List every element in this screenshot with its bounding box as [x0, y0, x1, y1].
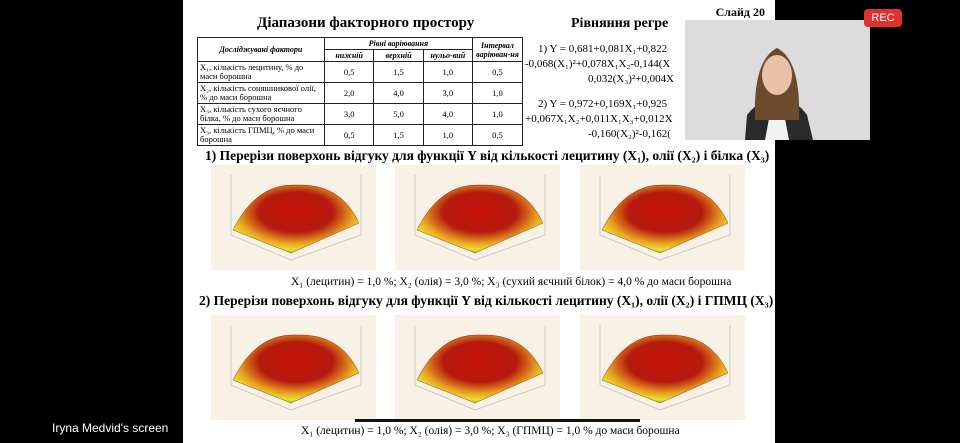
- response-surface: [232, 184, 360, 254]
- table-cell: X₃, кількість ГПМЦ, % до маси борошна: [197, 124, 325, 146]
- table-row: X₁, кількість лецитину, % до маси борошн…: [197, 61, 524, 83]
- table-row: X₂, кількість соняшникової олії, % до ма…: [197, 82, 524, 104]
- header-cell: нульо-вий: [422, 49, 473, 62]
- plot-box: [599, 175, 731, 261]
- slide-number: Слайд 20: [715, 5, 765, 19]
- response-surface: [601, 334, 729, 404]
- webcam-figure: [685, 20, 870, 140]
- table-cell: 3,0: [422, 82, 473, 104]
- section-caption: X₁ (лецитин) = 1,0 %; X₂ (олія) = 3,0 %;…: [301, 425, 680, 437]
- equation-line: -0,068(X₁)²+0,078X₁X₂-0,144(X: [525, 58, 671, 70]
- table-cell: 1,0: [471, 82, 524, 104]
- table-cell: 4,0: [373, 82, 424, 104]
- plot-background: [395, 165, 560, 270]
- plot-background: [580, 165, 745, 270]
- plot-box: [230, 325, 362, 411]
- plot-box: [230, 175, 362, 261]
- header-cell: Рівні варіювання: [323, 37, 473, 50]
- equation-line: 2) Y = 0,972+0,169X₁+0,925: [538, 98, 668, 110]
- section-title: 1) Перерізи поверхонь відгуку для функці…: [205, 148, 770, 163]
- table-cell: 1,0: [471, 103, 524, 125]
- table-cell: 0,5: [471, 124, 524, 146]
- equation-line: -0,160(X₂)²-0,162(: [588, 128, 671, 140]
- table-cell: 1,5: [373, 61, 424, 83]
- table-cell: X₃, кількість сухого яєчного білка, % до…: [197, 103, 325, 125]
- response-surface: [601, 184, 729, 254]
- table-row: X₃, кількість ГПМЦ, % до маси борошна 0,5…: [197, 124, 524, 146]
- response-surface: [416, 334, 544, 404]
- section-title: 2) Перерізи поверхонь відгуку для функці…: [199, 293, 774, 308]
- section-caption: X₁ (лецитин) = 1,0 %; X₂ (олія) = 3,0 %;…: [291, 276, 732, 288]
- table-row: X₃, кількість сухого яєчного білка, % до…: [197, 103, 524, 125]
- plot-box: [599, 325, 731, 411]
- plot-background: [211, 315, 376, 420]
- table-cell: 5,0: [373, 103, 424, 125]
- table-cell: 4,0: [422, 103, 473, 125]
- plot-background: [395, 315, 560, 420]
- response-surface: [232, 334, 360, 404]
- plot-box: [414, 325, 546, 411]
- plot-background: [211, 165, 376, 270]
- table-cell: 0,5: [323, 61, 375, 83]
- table-cell: 3,0: [323, 103, 375, 125]
- plot-box: [414, 175, 546, 261]
- response-surface: [416, 184, 544, 254]
- table-cell: X₁, кількість лецитину, % до маси борошн…: [197, 61, 325, 83]
- table-cell: X₂, кількість соняшникової олії, % до ма…: [197, 82, 325, 104]
- presenter-label: Iryna Medvid's screen: [52, 421, 169, 435]
- header-cell: нижній: [323, 49, 375, 62]
- webcam-video: [685, 20, 870, 140]
- equations-title: Рівняння регре: [571, 16, 669, 31]
- table-cell: 2,0: [323, 82, 375, 104]
- factor-table: Досліджувані фактори Рівні варіювання Ін…: [197, 37, 524, 146]
- equation-line: +0,067X₁X₂+0,011X₁X₃+0,012X: [525, 113, 673, 125]
- header-cell: Інтервал варіюван-ня: [471, 37, 524, 62]
- table-title: Діапазони факторного простору: [257, 15, 475, 31]
- header-cell: Досліджувані фактори: [197, 37, 325, 62]
- equation-line: 0,032(X₃)²+0,004X: [588, 73, 675, 85]
- table-cell: 0,5: [323, 124, 375, 146]
- table-cell: 0,5: [471, 61, 524, 83]
- table-cell: 1,0: [422, 61, 473, 83]
- table-cell: 1,0: [422, 124, 473, 146]
- table-cell: 1,5: [373, 124, 424, 146]
- scrollbar[interactable]: [355, 419, 640, 422]
- equation-line: 1) Y = 0,681+0,081X₁+0,822: [538, 43, 668, 55]
- rec-indicator: REC: [864, 9, 902, 27]
- plot-background: [580, 315, 745, 420]
- header-cell: верхній: [373, 49, 424, 62]
